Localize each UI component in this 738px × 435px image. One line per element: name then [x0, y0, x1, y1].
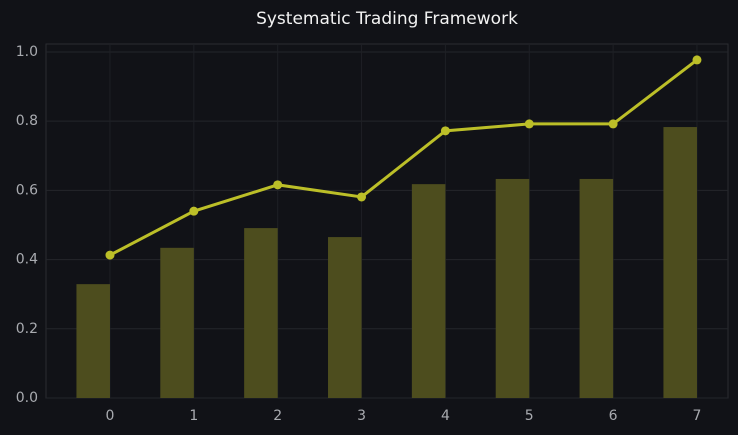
x-tick-label: 5	[525, 408, 534, 424]
bar	[160, 247, 194, 398]
y-tick-label: 0.0	[16, 390, 38, 406]
x-tick-label: 0	[106, 408, 115, 424]
y-tick-label: 0.4	[16, 252, 38, 268]
line-point	[440, 126, 450, 136]
bar	[411, 184, 446, 398]
y-tick-label: 0.2	[16, 321, 38, 337]
y-tick-label: 1.0	[16, 44, 38, 60]
line-point	[357, 192, 367, 202]
bar	[495, 178, 530, 398]
x-tick-label: 6	[609, 408, 618, 424]
y-tick-label: 0.6	[16, 182, 38, 198]
x-tick-label: 4	[441, 408, 450, 424]
line-point	[608, 119, 618, 129]
line-point	[105, 250, 115, 260]
bar	[663, 127, 697, 398]
line-point	[273, 180, 283, 190]
y-tick-label: 0.8	[16, 113, 38, 129]
line-point	[692, 55, 702, 65]
line-point	[524, 119, 534, 129]
line	[109, 58, 698, 257]
bar	[579, 178, 614, 398]
bar	[328, 237, 362, 398]
chart-title: Systematic Trading Framework	[256, 9, 518, 29]
plot-area	[45, 43, 729, 399]
line-point	[189, 206, 199, 216]
x-tick-label: 2	[273, 408, 282, 424]
bar	[76, 284, 110, 398]
x-tick-label: 7	[693, 408, 702, 424]
x-tick-label: 3	[357, 408, 366, 424]
x-tick-label: 1	[189, 408, 198, 424]
bar	[244, 228, 278, 398]
